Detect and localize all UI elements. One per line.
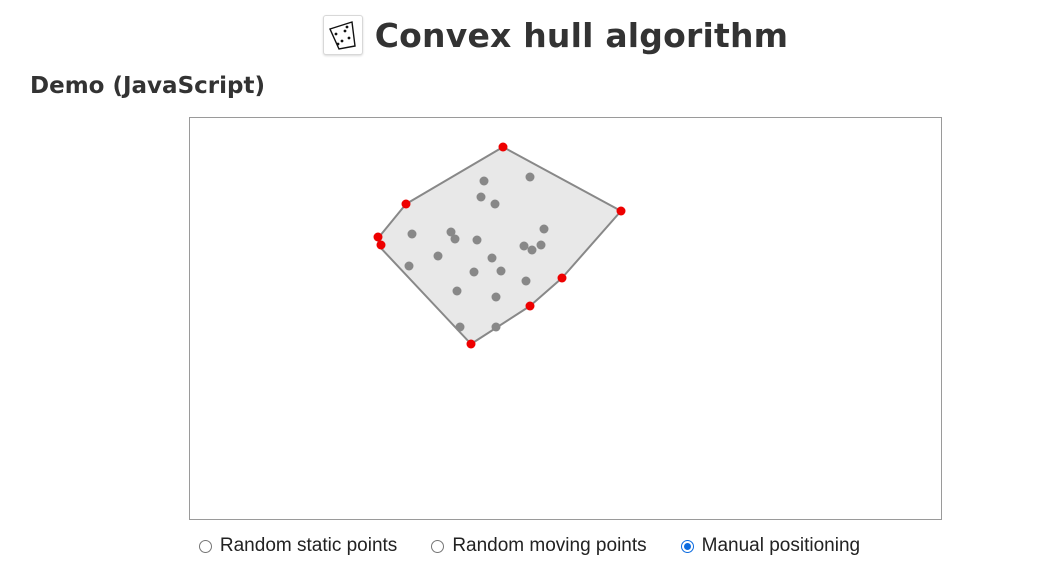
- hull-point[interactable]: [616, 206, 626, 216]
- interior-point[interactable]: [490, 199, 500, 209]
- interior-point[interactable]: [519, 241, 529, 251]
- radio-random-moving[interactable]: [431, 539, 445, 553]
- interior-point[interactable]: [472, 235, 482, 245]
- mode-label: Random moving points: [452, 535, 647, 556]
- page-header: Convex hull algorithm: [0, 10, 1059, 60]
- interior-point[interactable]: [450, 234, 460, 244]
- hull-point[interactable]: [557, 273, 567, 283]
- interior-point[interactable]: [521, 276, 531, 286]
- interior-point[interactable]: [496, 266, 506, 276]
- interior-point[interactable]: [433, 251, 443, 261]
- interior-point[interactable]: [539, 224, 549, 234]
- interior-point[interactable]: [407, 229, 417, 239]
- hull-drawing[interactable]: [190, 118, 941, 519]
- interior-point[interactable]: [527, 245, 537, 255]
- hull-points: [373, 142, 626, 349]
- interior-point[interactable]: [491, 322, 501, 332]
- interior-point[interactable]: [446, 227, 456, 237]
- interior-points: [404, 172, 549, 332]
- convex-hull-icon: [322, 15, 363, 55]
- hull-point[interactable]: [376, 240, 386, 250]
- page-title: Convex hull algorithm: [374, 15, 789, 55]
- interior-point[interactable]: [452, 286, 462, 296]
- convex-hull-polygon: [377, 146, 622, 345]
- mode-label: Manual positioning: [701, 535, 861, 556]
- hull-point[interactable]: [373, 232, 383, 242]
- mode-selector: Random static points Random moving point…: [0, 535, 1059, 557]
- hull-point[interactable]: [466, 339, 476, 349]
- radio-manual-positioning[interactable]: [680, 539, 694, 553]
- interior-point[interactable]: [469, 267, 479, 277]
- interior-point[interactable]: [455, 322, 465, 332]
- mode-random-static[interactable]: Random static points: [198, 535, 398, 557]
- section-title: Demo (JavaScript): [30, 73, 265, 99]
- interior-point[interactable]: [491, 292, 501, 302]
- interior-point[interactable]: [476, 192, 486, 202]
- radio-random-static[interactable]: [198, 539, 212, 553]
- interior-point[interactable]: [487, 253, 497, 263]
- interior-point[interactable]: [525, 172, 535, 182]
- interior-point[interactable]: [536, 240, 546, 250]
- interior-point[interactable]: [479, 176, 489, 186]
- hull-point[interactable]: [525, 301, 535, 311]
- mode-label: Random static points: [219, 535, 398, 556]
- mode-random-moving[interactable]: Random moving points: [431, 535, 647, 557]
- demo-canvas[interactable]: [189, 117, 942, 520]
- interior-point[interactable]: [404, 261, 414, 271]
- hull-point[interactable]: [401, 199, 411, 209]
- mode-manual-positioning[interactable]: Manual positioning: [680, 535, 861, 557]
- hull-point[interactable]: [498, 142, 508, 152]
